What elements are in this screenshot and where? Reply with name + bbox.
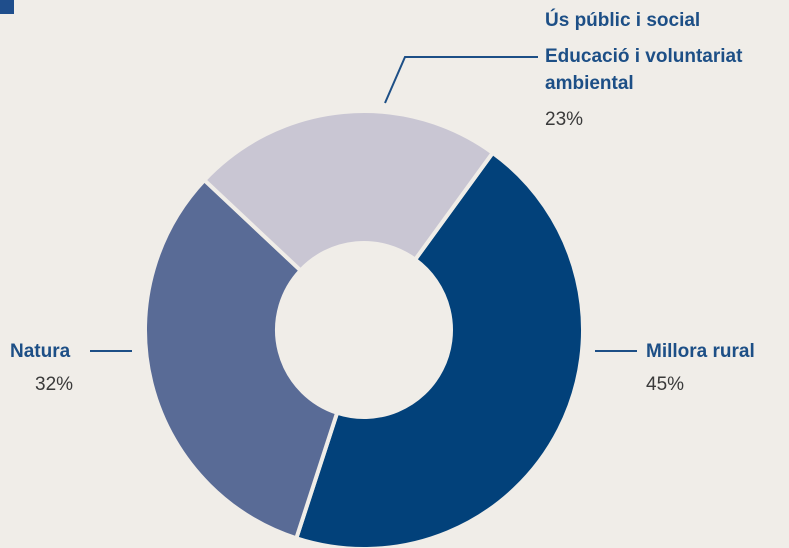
value-millora-rural: 45% [646, 374, 685, 395]
corner-accent [0, 0, 14, 14]
value-natura: 32% [35, 374, 74, 395]
slice-natura [143, 177, 340, 541]
value-us-public: 23% [545, 109, 584, 130]
leader-us-public [384, 56, 538, 104]
label-us-public-line3: ambiental [545, 73, 634, 94]
label-natura: Natura [10, 341, 71, 362]
label-us-public-line2: Educació i voluntariat [545, 46, 743, 67]
label-millora-rural: Millora rural [646, 341, 755, 362]
slice-us-public [201, 109, 496, 274]
label-us-public-line1: Ús públic i social [545, 10, 701, 31]
